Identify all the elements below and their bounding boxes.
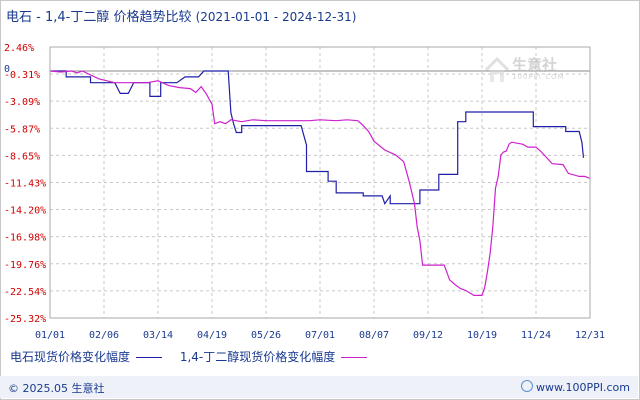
- chart-title: 电石 - 1,4-丁二醇 价格趋势比较 (2021-01-01 - 2024-1…: [6, 6, 356, 25]
- y-tick-label: -5.87%: [4, 124, 40, 135]
- chart-title-daterange: (2021-01-01 - 2024-12-31): [195, 10, 357, 24]
- y-tick-label: 2.46%: [4, 43, 34, 54]
- y-tick-label: -11.43%: [4, 179, 46, 190]
- footer-site-text[interactable]: www.100PPI.com: [536, 381, 630, 394]
- y-tick-label: -25.32%: [4, 314, 46, 325]
- chart-legend: 电石现货价格变化幅度 1,4-丁二醇现货价格变化幅度: [10, 348, 381, 365]
- x-tick-label: 11/24: [521, 330, 551, 341]
- series-lines: [49, 70, 591, 296]
- x-tick-label: 02/06: [89, 330, 119, 341]
- x-tick-label: 12/31: [575, 330, 605, 341]
- zero-label: 0: [4, 64, 10, 75]
- series-line-2: [49, 70, 591, 296]
- footer-site-link[interactable]: www.100PPI.com: [521, 380, 630, 394]
- x-tick-label: 08/07: [359, 330, 389, 341]
- series-line-1: [50, 70, 585, 206]
- footer-copyright: © 2025.05 生意社: [8, 382, 105, 395]
- x-tick-label: 09/12: [413, 330, 443, 341]
- x-tick-label: 10/19: [467, 330, 497, 341]
- y-tick-label: -14.20%: [4, 206, 46, 217]
- legend-swatch-series2: [341, 357, 368, 358]
- y-tick-label: -0.31%: [4, 70, 40, 81]
- plot-border: [49, 46, 591, 319]
- watermark-url: 100PPI.COM: [512, 73, 565, 81]
- globe-icon: [521, 380, 534, 392]
- watermark-logo: 生意社 100PPI.COM: [484, 54, 580, 90]
- y-tick-label: -22.54%: [4, 287, 46, 298]
- y-axis-ticks: 2.46% -0.31% -3.09% -5.87% -8.65% -11.43% -14.…: [4, 43, 46, 325]
- y-tick-label: -8.65%: [4, 151, 40, 162]
- y-tick-label: -19.76%: [4, 260, 46, 271]
- y-tick-label: -3.09%: [4, 97, 40, 108]
- chart-title-main: 电石 - 1,4-丁二醇 价格趋势比较: [6, 10, 192, 25]
- legend-label-series2: 1,4-丁二醇现货价格变化幅度: [179, 350, 336, 364]
- x-tick-label: 04/19: [197, 330, 227, 341]
- footer-bar: [0, 376, 638, 398]
- x-tick-label: 03/14: [143, 330, 173, 341]
- legend-item-series1: 电石现货价格变化幅度: [10, 348, 163, 365]
- watermark-name: 生意社: [512, 56, 558, 74]
- x-tick-label: 07/01: [305, 330, 335, 341]
- legend-swatch-series1: [136, 357, 163, 358]
- x-tick-label: 01/01: [35, 330, 65, 341]
- house-logo-icon: [484, 56, 510, 82]
- y-tick-label: -16.98%: [4, 233, 46, 244]
- legend-item-series2: 1,4-丁二醇现货价格变化幅度: [179, 348, 368, 365]
- legend-label-series1: 电石现货价格变化幅度: [10, 350, 131, 364]
- x-axis-ticks: 01/01 02/06 03/14 04/19 05/26 07/01 08/07 09/12…: [35, 330, 605, 341]
- x-tick-label: 05/26: [251, 330, 281, 341]
